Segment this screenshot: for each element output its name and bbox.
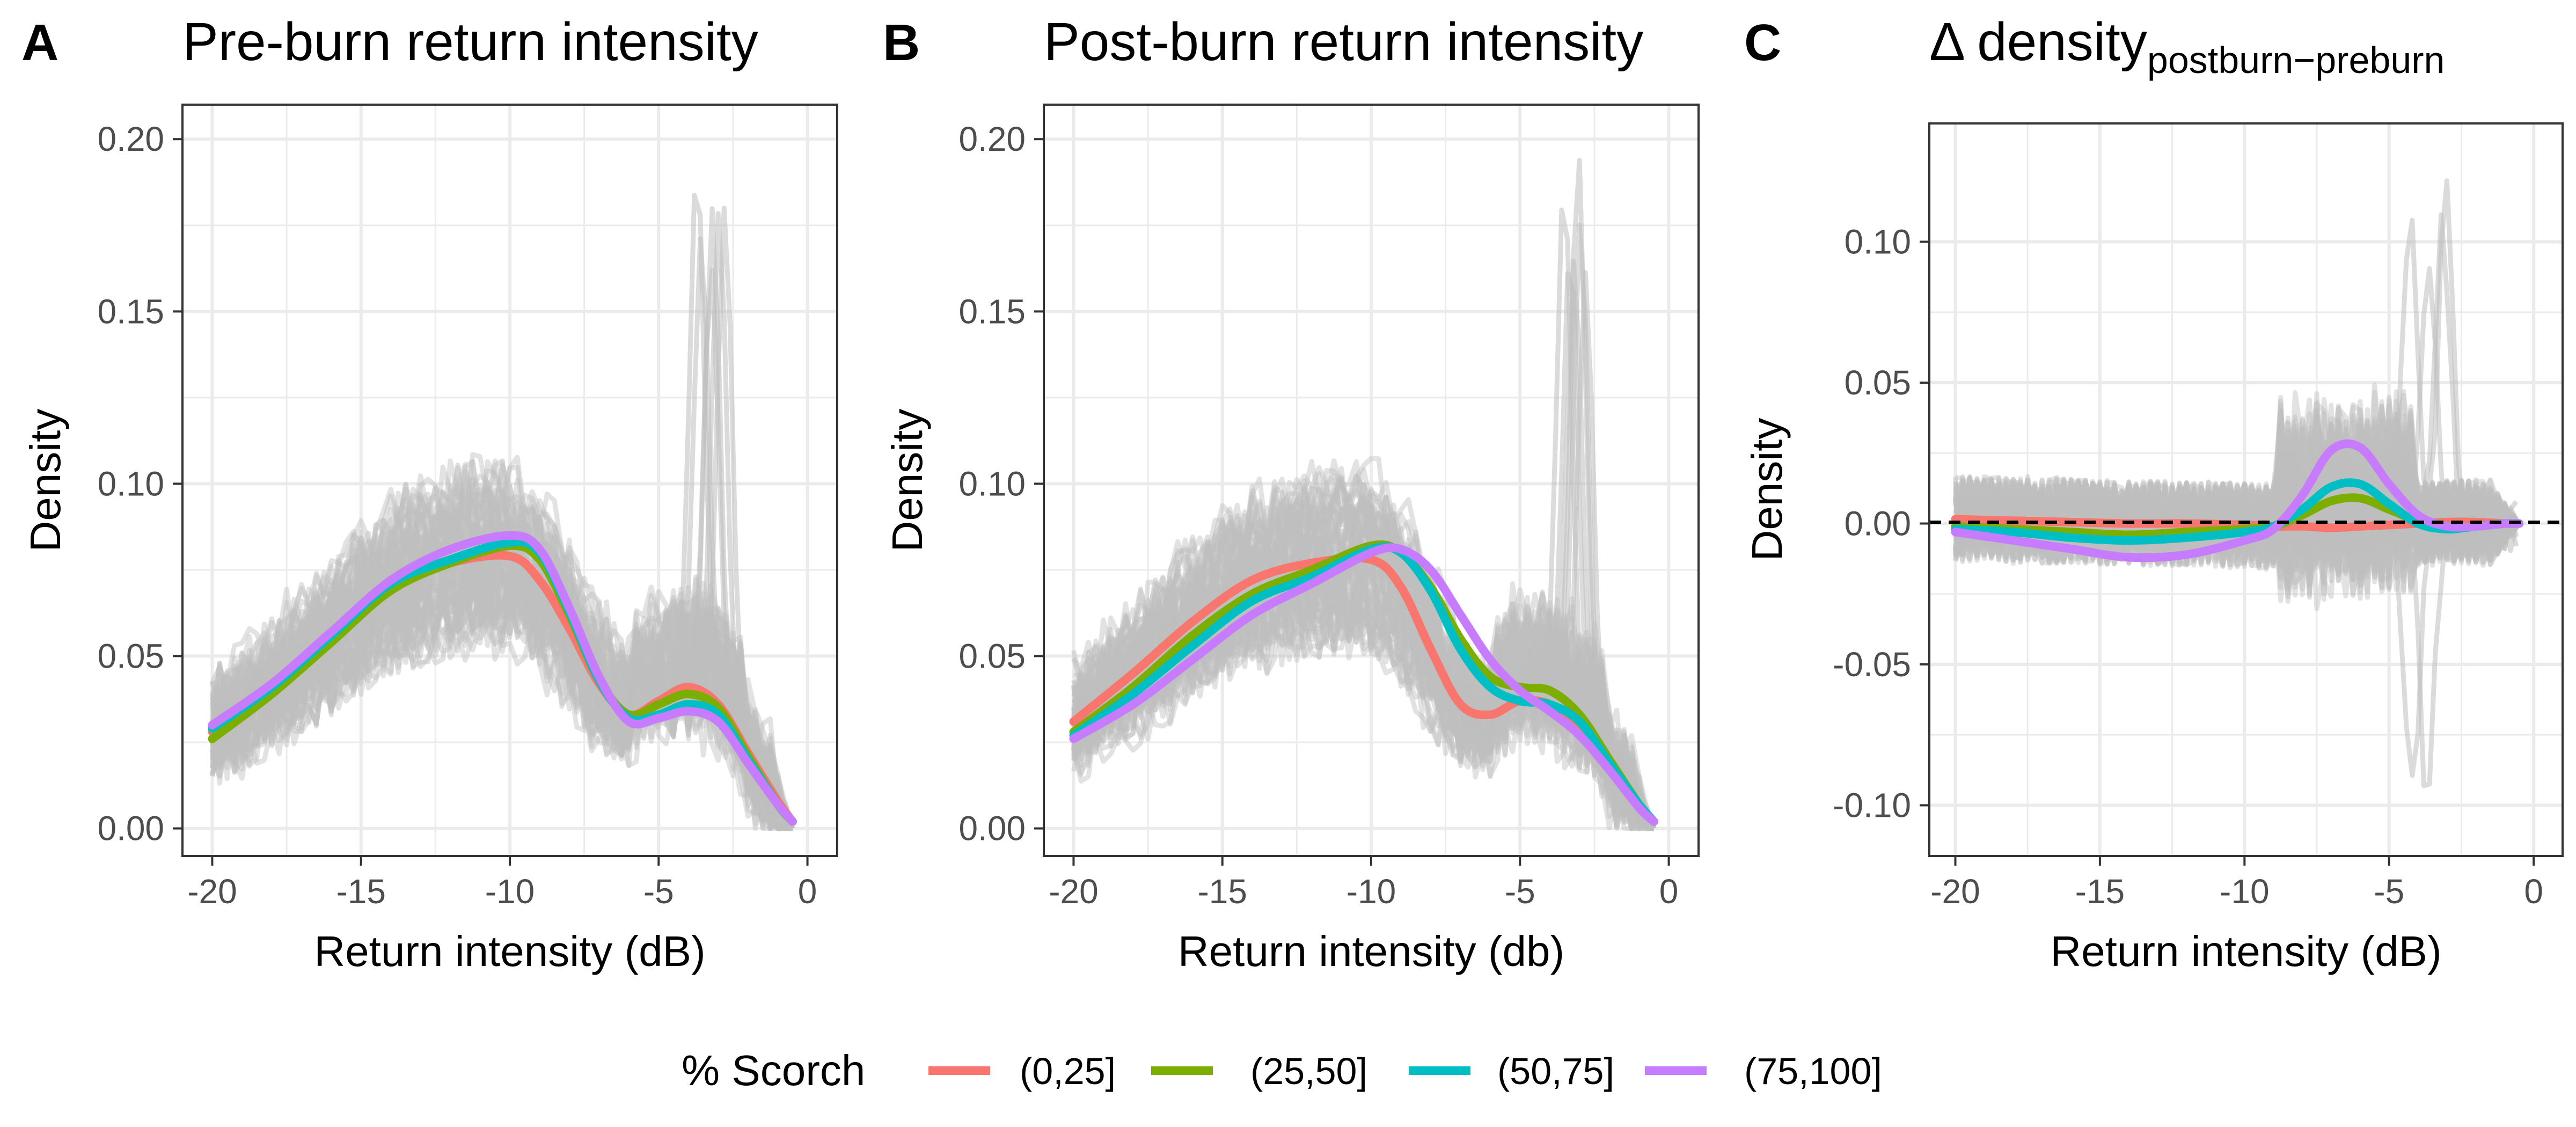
panel-b-letter: B [883,14,920,71]
panel-a-series [208,531,797,826]
panel-a-y-tick-label: 0.20 [97,120,164,158]
legend: % Scorch (0,25] (25,50] (50,75] (75,100] [682,1046,1882,1094]
panel-b-y-tick-label: 0.00 [958,809,1026,848]
panel-b-x-axis-title: Return intensity (db) [1178,927,1564,975]
panel-a-x-tick-label: -15 [336,872,386,911]
panel-c-x-tick-label: 0 [2524,872,2543,911]
background-curve [210,587,793,831]
panel-b-series [1069,540,1658,826]
panel-b-x-tick-label: -10 [1346,872,1396,911]
background-curve [210,576,795,830]
panel-a-x-tick-label: -10 [485,872,535,911]
panel-a-ticks: -20 -15 -10 -5 0 0.00 0.05 0.10 0.15 0.20 [97,120,817,911]
background-curve [1953,382,2521,588]
background-curve-outlier [1953,212,2519,555]
panel-c-frame [1928,122,2564,857]
panel-a: -20 -15 -10 -5 0 0.00 0.05 0.10 0.15 0.20 A Pre-b… [21,12,838,975]
panel-b-x-tick-label: 0 [1659,872,1679,911]
panel-c-title-subscript: postburn−preburn [2147,39,2445,81]
panel-c-x-tick-label: -10 [2220,872,2270,911]
background-curve [1071,561,1657,830]
background-curve [1953,408,2520,595]
panel-a-series-4 [208,531,797,826]
panel-a-letter: A [21,14,58,71]
panel-c-y-tick-label: 0.10 [1844,223,1911,261]
panel-b-y-axis-title: Density [883,409,931,552]
panel-c-y-tick-label: -0.10 [1833,786,1911,825]
panel-a-gridlines [182,105,837,856]
panel-b-series-3 [1069,542,1658,826]
panel-a-x-tick-label: -20 [187,872,237,911]
panel-b-ticks: -20 -15 -10 -5 0 0.00 0.05 0.10 0.15 0.20 [958,120,1678,911]
panel-c-series-4 [1951,439,2524,562]
panel-a-x-axis-title: Return intensity (dB) [314,927,705,975]
panel-b-x-tick-label: -15 [1197,872,1247,911]
panel-c-ticks: -20 -15 -10 -5 0 -0.10 -0.05 0.00 0.05 0.10 [1833,223,2543,911]
panel-c-y-tick-label: -0.05 [1833,645,1911,684]
background-curve [1071,536,1654,831]
background-curve [210,458,795,830]
panel-a-title: Pre-burn return intensity [182,12,758,72]
panel-c-x-axis-title: Return intensity (dB) [2050,927,2441,975]
panel-b-y-tick-label: 0.15 [958,292,1026,331]
panel-b-y-tick-label: 0.20 [958,120,1026,158]
background-curve [210,570,793,831]
background-curve [210,561,795,829]
panel-a-y-tick-label: 0.15 [97,292,164,331]
panel-b-title: Post-burn return intensity [1044,12,1643,72]
panel-c-background-curves [1953,178,2521,788]
panel-c: -20 -15 -10 -5 0 -0.10 -0.05 0.00 0.05 0.10 C Δ d… [1743,12,2564,975]
panel-c-y-tick-label: 0.05 [1844,363,1911,402]
background-curve [1071,572,1654,831]
panel-a-y-tick-label: 0.00 [97,809,164,848]
legend-label-0-25: (0,25] [1020,1050,1116,1092]
legend-label-25-50: (25,50] [1250,1050,1367,1092]
legend-label-50-75: (50,75] [1497,1050,1614,1092]
panel-b-y-tick-label: 0.05 [958,637,1026,676]
panel-c-letter: C [1744,14,1781,71]
background-curve [1953,407,2520,575]
panel-b-y-tick-label: 0.10 [958,464,1026,503]
background-curve [210,463,795,830]
panel-a-y-tick-label: 0.10 [97,464,164,503]
panel-b-x-tick-label: -20 [1049,872,1099,911]
panel-a-y-tick-label: 0.05 [97,637,164,676]
panel-b-series-4 [1069,543,1658,826]
background-curve [211,570,793,831]
panel-a-x-tick-label: 0 [798,872,817,911]
panel-a-x-tick-label: -5 [643,872,674,911]
legend-title: % Scorch [682,1046,865,1094]
panel-b-x-tick-label: -5 [1505,872,1535,911]
panel-c-title: Δ densitypostburn−preburn [1929,12,2445,81]
panel-c-y-axis-title: Density [1743,418,1791,561]
panel-c-y-tick-label: 0.00 [1844,504,1911,543]
legend-label-75-100: (75,100] [1744,1050,1882,1092]
panel-c-x-tick-label: -20 [1930,872,1980,911]
panel-c-x-tick-label: -15 [2075,872,2125,911]
background-curve [211,452,793,831]
panel-a-y-axis-title: Density [21,409,69,552]
panel-b: -20 -15 -10 -5 0 0.00 0.05 0.10 0.15 0.20 B Post-… [883,12,1700,975]
panel-c-x-tick-label: -5 [2374,872,2404,911]
panel-c-title-main: Δ density [1929,12,2147,72]
